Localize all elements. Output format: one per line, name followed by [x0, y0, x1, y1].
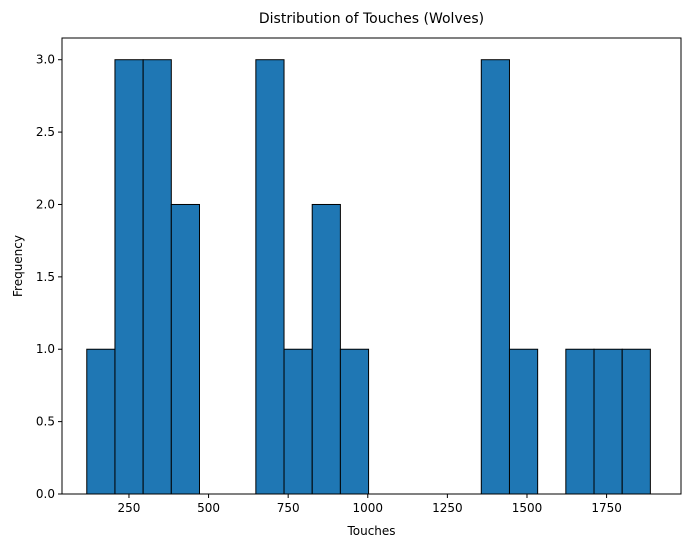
histogram-bar — [170, 203, 200, 495]
y-tick-label: 3.0 — [36, 53, 55, 67]
histogram-bar — [508, 348, 539, 495]
x-axis-ticks: 250 500 750 1000 1250 1500 1750 — [118, 494, 622, 515]
x-tick-label: 1750 — [591, 501, 622, 515]
bars-group — [86, 59, 651, 495]
x-tick-label: 1500 — [512, 501, 543, 515]
y-tick-label: 1.0 — [36, 342, 55, 356]
histogram-bar — [339, 348, 370, 495]
y-axis-label: Frequency — [11, 235, 25, 297]
y-tick-label: 2.0 — [36, 197, 55, 211]
histogram-bar — [283, 348, 313, 495]
x-axis-label: Touches — [346, 524, 395, 538]
histogram-bar — [621, 348, 651, 495]
histogram-bar — [480, 59, 510, 495]
x-tick-label: 250 — [118, 501, 141, 515]
histogram-bar — [311, 203, 341, 495]
y-tick-label: 1.5 — [36, 270, 55, 284]
x-tick-label: 750 — [277, 501, 300, 515]
chart-title: Distribution of Touches (Wolves) — [259, 11, 484, 27]
x-tick-label: 500 — [197, 501, 220, 515]
x-tick-label: 1000 — [353, 501, 384, 515]
histogram-bar — [565, 348, 595, 495]
plot-frame — [61, 37, 682, 495]
histogram-bar — [142, 59, 172, 495]
y-tick-label: 0.0 — [36, 487, 55, 501]
histogram-bar — [593, 348, 623, 495]
x-tick-label: 1250 — [432, 501, 463, 515]
histogram-bar — [114, 59, 144, 495]
y-axis-ticks: 0.0 0.5 1.0 1.5 2.0 2.5 3.0 — [36, 53, 62, 501]
y-tick-label: 0.5 — [36, 415, 55, 429]
histogram-bar — [86, 348, 116, 495]
histogram-bar — [255, 59, 285, 495]
y-tick-label: 2.5 — [36, 125, 55, 139]
